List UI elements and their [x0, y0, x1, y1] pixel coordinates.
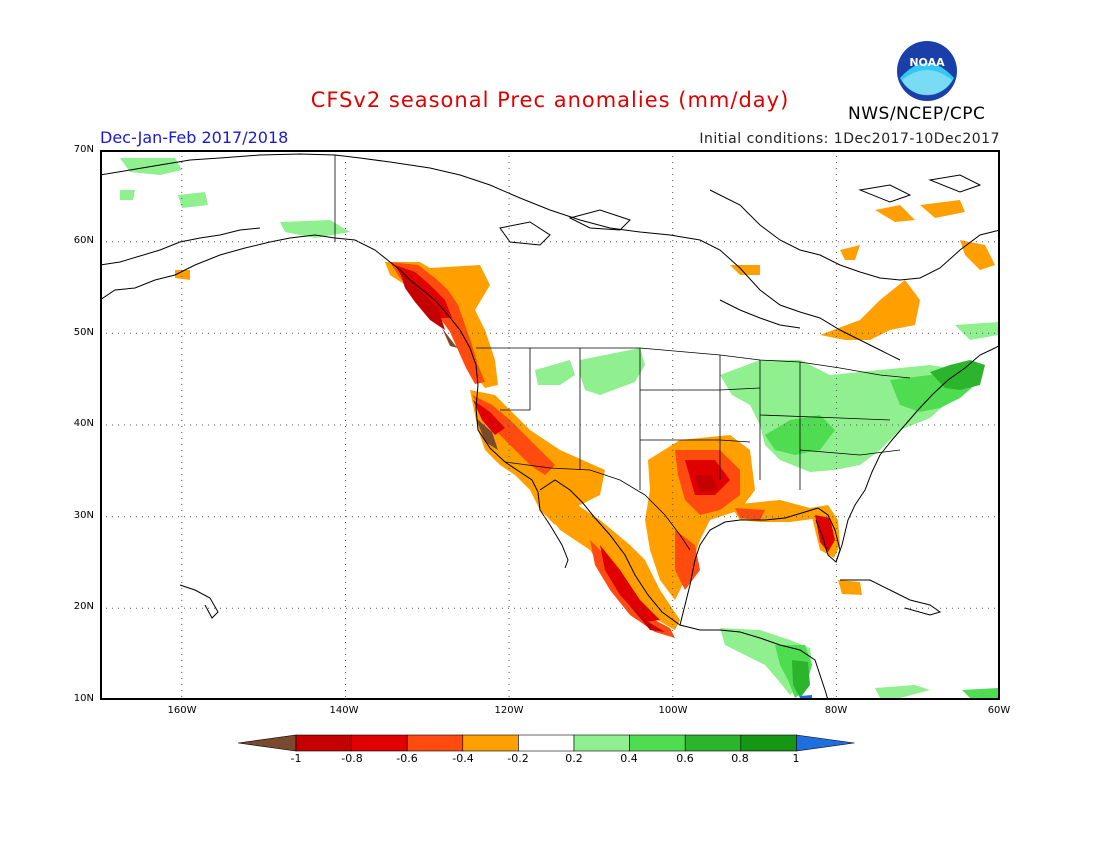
lon-label-160w: 160W: [167, 705, 197, 716]
colorbar-label-0.2: 0.2: [565, 752, 583, 765]
colorbar-cell-8: [684, 734, 742, 752]
colorbar-arrow-high: [796, 734, 855, 752]
gridlines: [100, 150, 1000, 700]
colorbar-cell-1: [295, 734, 352, 752]
colorbar-cell-7: [629, 734, 686, 752]
lat-label-50n: 50N: [73, 327, 94, 338]
colorbar: [238, 734, 855, 752]
lat-label-40n: 40N: [73, 418, 94, 429]
season-label: Dec-Jan-Feb 2017/2018: [100, 128, 289, 147]
colorbar-cells: [238, 734, 855, 752]
anomaly-map: [100, 150, 1000, 700]
colorbar-cell-6: [573, 734, 630, 752]
lon-label-140w: 140W: [329, 705, 359, 716]
lat-label-20n: 20N: [73, 601, 94, 612]
colorbar-cell-3: [406, 734, 464, 752]
lat-label-60n: 60N: [73, 235, 94, 246]
page-title: CFSv2 seasonal Prec anomalies (mm/day): [310, 88, 790, 112]
colorbar-label-neg0.8: -0.8: [341, 752, 363, 765]
lon-label-80w: 80W: [824, 705, 848, 716]
wet-anomaly-areas: [120, 158, 998, 700]
colorbar-cell-5: [518, 734, 575, 752]
colorbar-label-neg0.6: -0.6: [396, 752, 418, 765]
initial-conditions-label: Initial conditions: 1Dec2017-10Dec2017: [699, 131, 1000, 147]
agency-label: NWS/NCEP/CPC: [848, 104, 986, 124]
colorbar-cell-4: [462, 734, 519, 752]
colorbar-label-neg1: -1: [290, 752, 302, 765]
colorbar-cell-2: [351, 734, 408, 752]
colorbar-label-1: 1: [792, 752, 800, 765]
political-borders: [334, 155, 911, 551]
colorbar-cell-9: [740, 734, 797, 752]
coastlines: [100, 153, 1000, 700]
map-frame: [100, 150, 1000, 700]
noaa-logo: NOAA: [896, 40, 958, 102]
colorbar-label-neg0.4: -0.4: [452, 752, 474, 765]
lon-label-120w: 120W: [494, 705, 524, 716]
lon-label-100w: 100W: [658, 705, 688, 716]
colorbar-label-0.6: 0.6: [676, 752, 694, 765]
lon-label-60w: 60W: [987, 705, 1011, 716]
colorbar-arrow-low: [238, 734, 297, 752]
lat-label-30n: 30N: [73, 510, 94, 521]
logo-text: NOAA: [909, 56, 945, 69]
colorbar-label-neg0.2: -0.2: [507, 752, 529, 765]
lat-label-10n: 10N: [73, 693, 94, 704]
colorbar-label-0.4: 0.4: [620, 752, 638, 765]
colorbar-label-0.8: 0.8: [731, 752, 749, 765]
lat-label-70n: 70N: [73, 144, 94, 155]
